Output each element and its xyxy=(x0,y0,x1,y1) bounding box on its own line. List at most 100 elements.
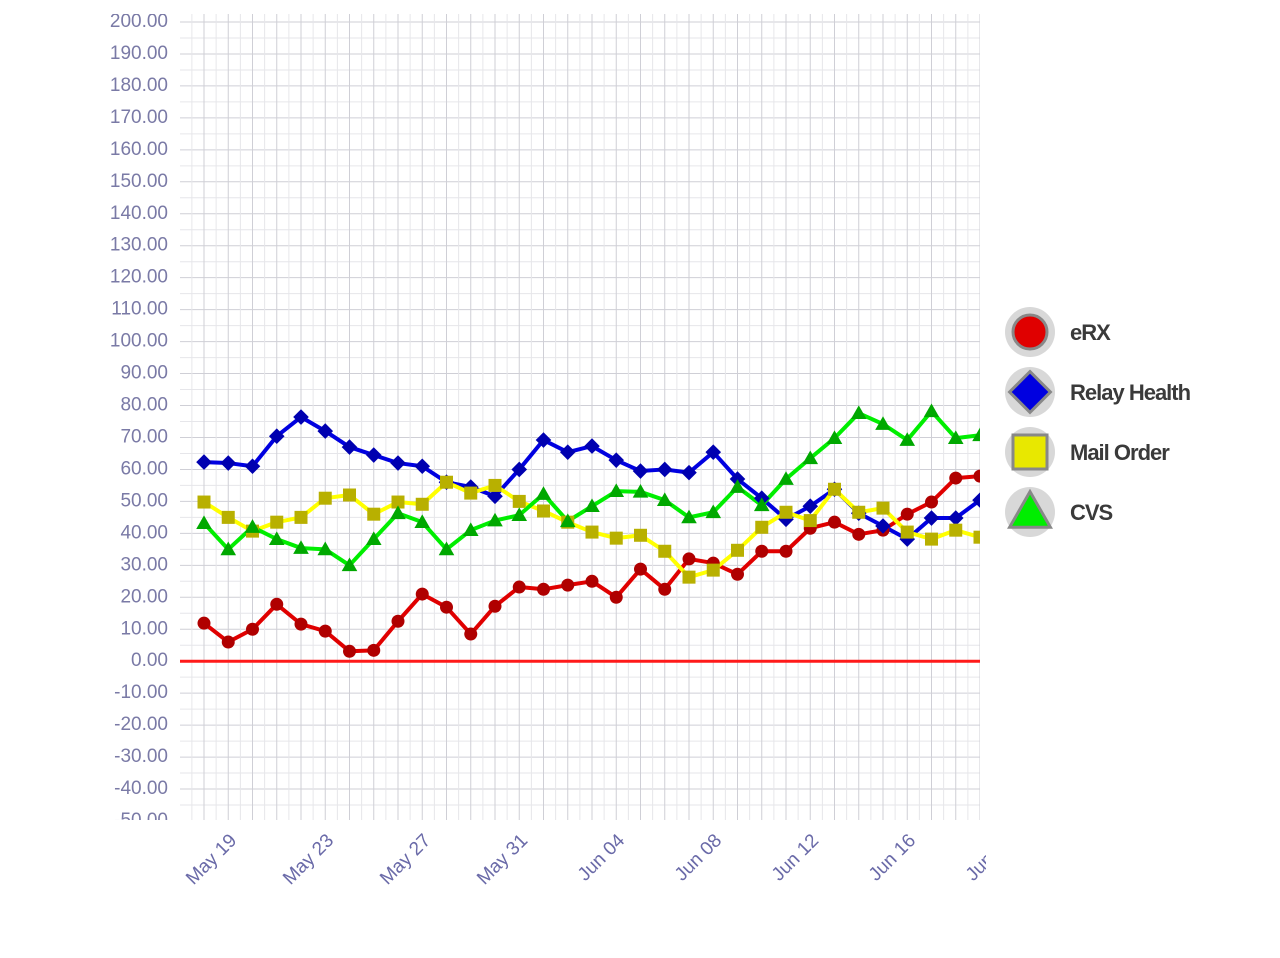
y-tick-label: 20.00 xyxy=(120,586,168,607)
marker xyxy=(293,409,309,425)
y-tick-label: 80.00 xyxy=(120,395,168,416)
marker xyxy=(585,525,599,539)
marker xyxy=(537,582,550,596)
marker xyxy=(658,582,672,596)
marker xyxy=(609,531,623,545)
marker xyxy=(488,478,502,492)
marker xyxy=(803,514,817,528)
marker xyxy=(608,452,625,468)
marker xyxy=(682,570,696,584)
legend-marker xyxy=(1011,433,1049,471)
y-tick-label: 40.00 xyxy=(120,522,168,543)
marker xyxy=(511,461,528,478)
marker xyxy=(391,495,405,509)
marker xyxy=(559,444,576,460)
y-tick-label: -40.00 xyxy=(114,778,168,799)
marker xyxy=(464,627,478,641)
marker xyxy=(511,507,528,521)
marker xyxy=(755,544,769,558)
y-tick-label: 190.00 xyxy=(110,43,168,64)
x-tick-label: Jun 16 xyxy=(865,830,920,885)
x-tick-label: May 31 xyxy=(473,830,532,889)
marker xyxy=(488,599,502,613)
marker xyxy=(341,557,358,572)
y-tick-label: 90.00 xyxy=(120,363,168,384)
legend: eRX Relay Health Mail Order CVS xyxy=(1005,307,1192,537)
marker xyxy=(634,528,647,542)
marker xyxy=(949,471,963,485)
marker xyxy=(244,519,261,533)
y-tick-label: 120.00 xyxy=(110,267,168,288)
marker xyxy=(414,458,431,475)
marker xyxy=(268,531,285,545)
marker xyxy=(220,541,237,556)
marker xyxy=(464,486,478,500)
marker xyxy=(609,590,623,604)
marker xyxy=(317,423,334,439)
marker xyxy=(438,541,455,556)
marker xyxy=(585,574,599,588)
marker xyxy=(802,450,819,465)
marker xyxy=(535,432,552,448)
marker xyxy=(584,498,600,513)
marker xyxy=(632,463,649,479)
y-tick-label: 160.00 xyxy=(110,139,168,160)
marker xyxy=(221,510,235,524)
marker xyxy=(972,492,980,508)
marker xyxy=(559,513,576,528)
marker xyxy=(755,520,769,534)
marker xyxy=(367,507,381,521)
marker xyxy=(923,510,940,526)
y-tick-label: 110.00 xyxy=(111,299,168,320)
y-tick-label: 180.00 xyxy=(110,75,168,96)
y-tick-label: 30.00 xyxy=(120,554,168,575)
marker xyxy=(925,532,938,546)
marker xyxy=(294,510,308,524)
marker xyxy=(343,488,356,502)
marker xyxy=(875,416,891,430)
grid xyxy=(180,14,980,820)
y-tick-label: 100.00 xyxy=(110,331,168,352)
marker xyxy=(608,483,625,498)
marker xyxy=(317,541,334,556)
marker xyxy=(729,471,746,487)
marker xyxy=(973,530,980,544)
y-tick-label: -30.00 xyxy=(114,746,168,767)
legend-label: CVS xyxy=(1070,500,1113,525)
y-tick-label: 50.00 xyxy=(120,490,168,511)
marker xyxy=(779,505,793,519)
legend-marker xyxy=(1007,488,1053,529)
marker xyxy=(367,643,381,657)
marker xyxy=(778,511,794,528)
marker xyxy=(875,518,891,534)
marker xyxy=(390,455,406,471)
marker xyxy=(852,505,866,519)
marker xyxy=(268,428,285,445)
marker xyxy=(681,509,697,524)
marker xyxy=(414,514,431,529)
marker xyxy=(537,504,550,518)
marker xyxy=(899,432,916,446)
marker xyxy=(876,501,890,515)
marker xyxy=(753,497,770,512)
y-tick-label: 170.00 xyxy=(110,107,168,128)
marker xyxy=(658,544,672,558)
marker xyxy=(925,495,938,509)
marker xyxy=(197,495,211,509)
x-tick-label: Jun 08 xyxy=(671,830,726,885)
marker xyxy=(900,507,914,521)
marker xyxy=(487,488,503,505)
marker xyxy=(972,427,980,442)
marker xyxy=(561,578,575,592)
marker xyxy=(729,479,746,493)
marker xyxy=(899,531,916,547)
legend-label: Mail Order xyxy=(1070,440,1170,465)
marker xyxy=(828,515,841,529)
x-tick-label: Jun 20 xyxy=(962,830,1017,885)
y-tick-label: -50.00 xyxy=(114,810,168,831)
marker xyxy=(440,600,453,614)
y-tick-label: 140.00 xyxy=(110,203,168,224)
marker xyxy=(196,454,212,470)
legend-label: Relay Health xyxy=(1070,380,1191,405)
marker xyxy=(415,587,429,601)
